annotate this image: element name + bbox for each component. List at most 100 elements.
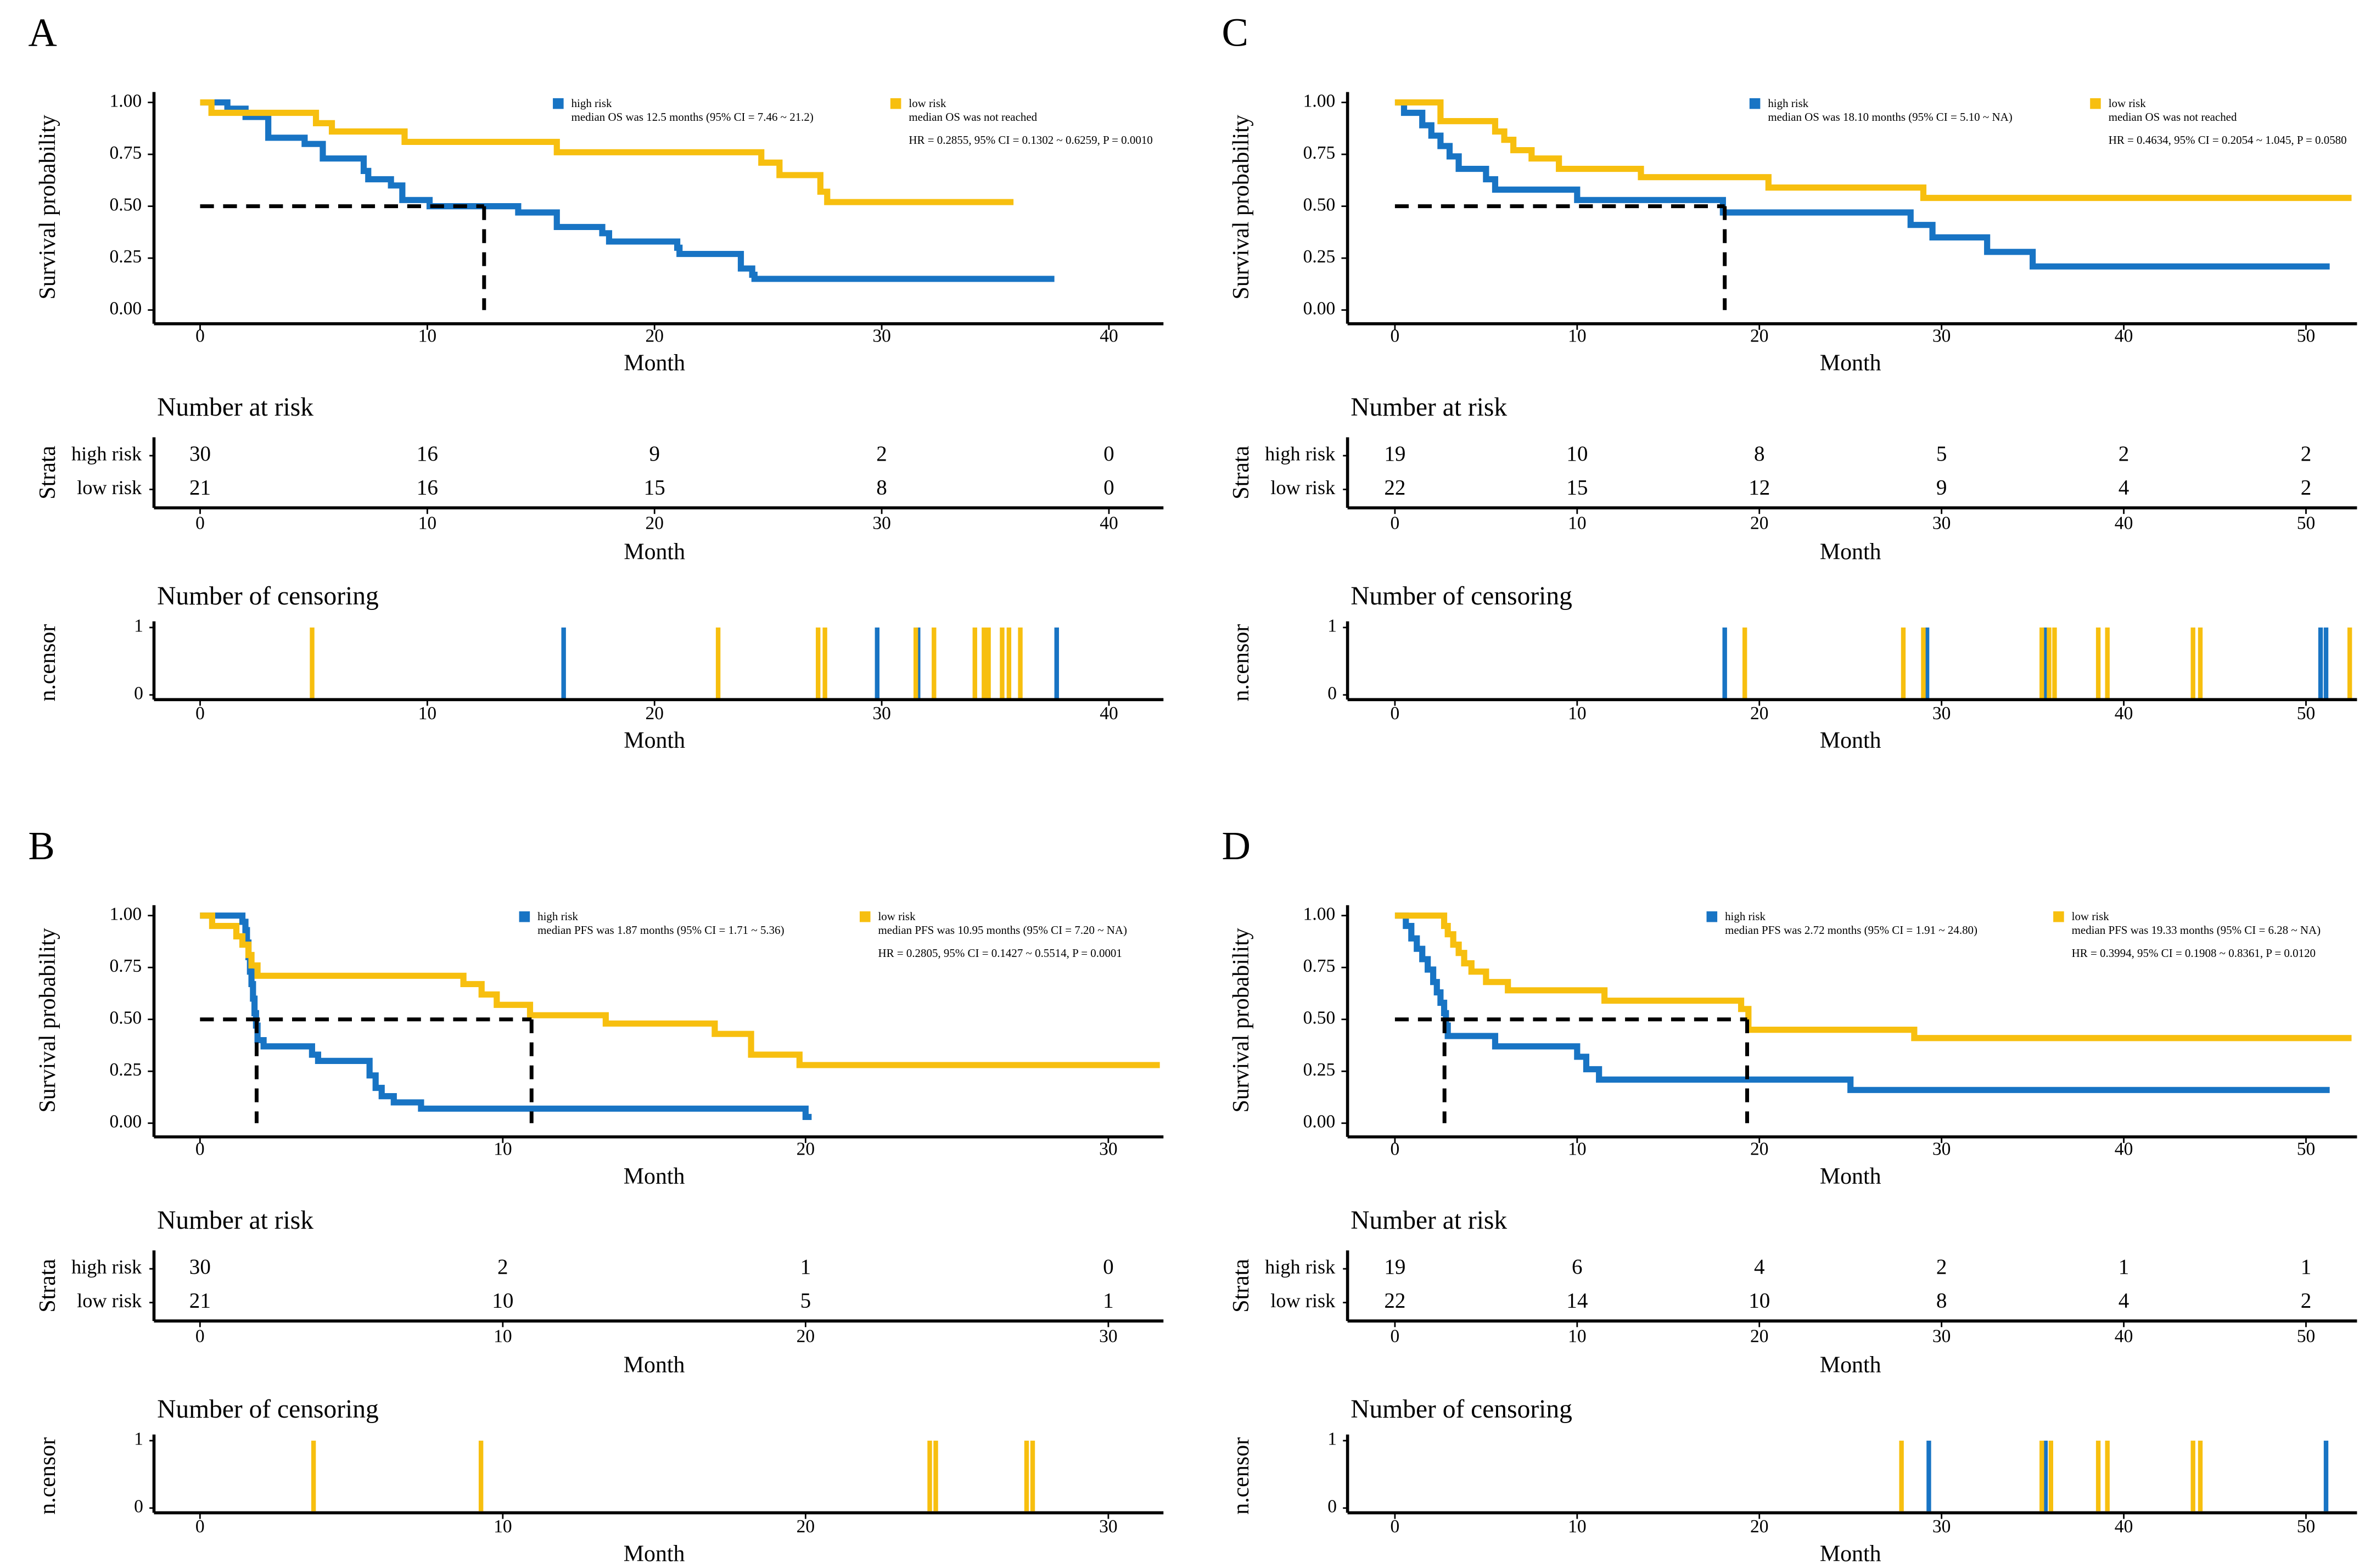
x-tick-label: 10: [494, 1326, 512, 1347]
x-tick-label: 10: [1568, 703, 1587, 724]
risk-count: 2: [1936, 1255, 1947, 1279]
x-tick-label: 30: [1932, 1139, 1951, 1160]
y-tick-label: 1: [1327, 1429, 1337, 1449]
censor-bar: [927, 1441, 932, 1511]
x-tick-label: 40: [1100, 703, 1118, 724]
risk-count: 22: [1384, 475, 1405, 499]
strata-label: high risk: [71, 1256, 142, 1278]
y-tick-label: 1.00: [109, 904, 142, 924]
y-tick-label: 0.25: [1303, 247, 1336, 267]
y-axis-title: Survival probability: [35, 928, 60, 1112]
x-tick-label: 30: [872, 703, 891, 724]
x-tick-label: 20: [645, 513, 664, 533]
legend-label: low risk: [878, 910, 916, 923]
risk-count: 1: [2301, 1255, 2312, 1279]
censor-bar: [816, 627, 821, 698]
x-tick-label: 10: [494, 1139, 512, 1160]
panel-label: D: [1221, 824, 1250, 868]
annotation: HR = 0.3994, 95% CI = 0.1908 ~ 0.8361, P…: [2072, 947, 2316, 960]
risk-count: 16: [417, 475, 438, 499]
legend-note: median PFS was 19.33 months (95% CI = 6.…: [2072, 923, 2321, 937]
x-tick-label: 10: [1568, 1516, 1587, 1537]
table-title: Number at risk: [157, 1206, 313, 1235]
risk-count: 19: [1384, 1255, 1405, 1279]
risk-count: 4: [1754, 1255, 1765, 1279]
censor-bar: [875, 627, 880, 698]
y-axis-title: Strata: [35, 1259, 60, 1313]
y-tick-label: 0.00: [109, 298, 142, 318]
censor-bar: [1018, 627, 1023, 698]
censor-bar: [2048, 1441, 2054, 1511]
table-title: Number at risk: [1350, 393, 1507, 422]
risk-count: 8: [876, 475, 887, 499]
censor-bar: [2105, 627, 2110, 698]
x-tick-label: 30: [1932, 326, 1951, 346]
risk-count: 6: [1572, 1255, 1583, 1279]
x-tick-label: 30: [1099, 1326, 1118, 1347]
censor-bar: [2347, 627, 2352, 698]
x-tick-label: 40: [1100, 513, 1118, 533]
survival-curve: [200, 912, 1160, 1068]
x-tick-label: 0: [195, 513, 205, 533]
risk-count: 0: [1103, 475, 1114, 499]
y-axis-title: Strata: [1229, 445, 1254, 499]
censor-bar: [2190, 1441, 2195, 1511]
x-tick-label: 10: [418, 513, 437, 533]
x-axis-title: Month: [624, 1541, 685, 1566]
risk-count: 16: [417, 442, 438, 466]
censor-bar: [2039, 1441, 2044, 1511]
x-tick-label: 10: [1568, 326, 1587, 346]
x-tick-label: 40: [2115, 513, 2133, 533]
censor-bar: [2039, 627, 2044, 698]
legend-label: low risk: [2109, 97, 2147, 110]
censor-bar: [715, 627, 721, 698]
x-tick-label: 20: [1750, 1139, 1769, 1160]
x-axis-title: Month: [624, 728, 685, 753]
panel-label: B: [28, 824, 54, 868]
censor-bar: [1899, 1441, 1904, 1511]
legend-swatch: [553, 98, 564, 109]
censor-bar: [1742, 627, 1747, 698]
survival-curve: [1394, 912, 2352, 1041]
legend-swatch: [890, 98, 901, 109]
x-tick-label: 40: [1100, 326, 1118, 346]
y-tick-label: 1.00: [1303, 91, 1336, 111]
censor-bar: [1722, 627, 1727, 698]
x-tick-label: 20: [1750, 513, 1769, 533]
y-tick-label: 1: [134, 616, 143, 636]
x-tick-label: 0: [1391, 1326, 1400, 1347]
panel-label: C: [1221, 10, 1248, 55]
censor-bar: [2323, 627, 2329, 698]
panel-label: A: [28, 10, 57, 55]
legend-note: median OS was not reached: [2109, 110, 2237, 124]
risk-count: 15: [1566, 475, 1588, 499]
risk-count: 0: [1103, 1255, 1114, 1279]
y-axis-title: n.censor: [1229, 1437, 1254, 1515]
x-axis-title: Month: [1820, 539, 1881, 564]
censor-bar: [986, 627, 991, 698]
x-axis-title: Month: [624, 539, 685, 564]
censor-bar: [2198, 1441, 2203, 1511]
x-tick-label: 0: [195, 1516, 205, 1537]
risk-count: 19: [1384, 442, 1405, 466]
table-title: Number at risk: [157, 393, 313, 422]
y-tick-label: 0: [1327, 683, 1337, 703]
censor-bar: [1924, 627, 1930, 698]
censor-bar: [311, 1441, 316, 1511]
legend-label: high risk: [1725, 910, 1766, 923]
censor-bar: [1921, 627, 1926, 698]
x-tick-label: 10: [1568, 513, 1587, 533]
y-axis-title: Survival probability: [1229, 928, 1254, 1112]
y-axis-title: Strata: [35, 445, 60, 499]
x-tick-label: 40: [2115, 703, 2133, 724]
risk-count: 2: [2301, 1289, 2312, 1313]
legend-swatch: [2090, 98, 2101, 109]
censor-bar: [2198, 627, 2203, 698]
x-tick-label: 10: [494, 1516, 512, 1537]
censor-bar: [933, 1441, 938, 1511]
censor-bar: [2047, 627, 2052, 698]
x-tick-label: 30: [1932, 1516, 1951, 1537]
x-tick-label: 50: [2297, 1139, 2316, 1160]
x-tick-label: 30: [1932, 513, 1951, 533]
